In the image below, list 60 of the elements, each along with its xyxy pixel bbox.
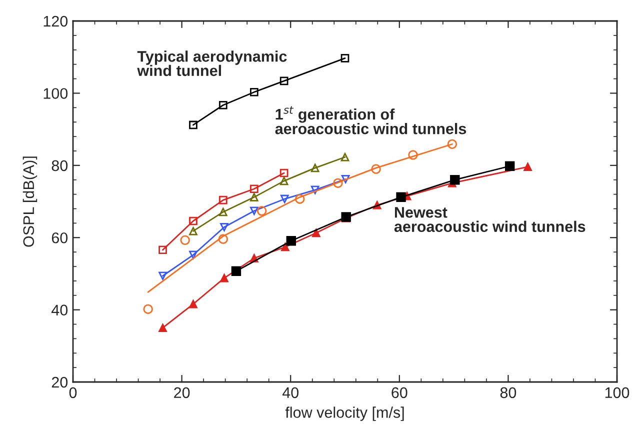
point xyxy=(143,304,153,314)
point xyxy=(250,184,258,194)
point xyxy=(218,234,228,244)
point xyxy=(250,193,258,202)
point xyxy=(158,272,167,280)
point xyxy=(280,76,288,86)
point xyxy=(280,168,288,178)
point xyxy=(340,152,350,162)
annotation: 1$^{st}$ generation of aeroacoustic wind tunnels xyxy=(275,106,466,134)
annotation: Newest aeroacoustic wind tunnels xyxy=(394,207,586,232)
point xyxy=(450,174,460,185)
y-tick-label: 60 xyxy=(52,232,68,244)
x-tick-label: 60 xyxy=(392,387,408,398)
point xyxy=(396,192,406,202)
x-tick-label: 0 xyxy=(69,387,77,398)
point xyxy=(280,194,289,204)
point xyxy=(280,176,288,186)
point xyxy=(189,226,198,236)
point xyxy=(280,242,290,252)
point xyxy=(256,206,267,216)
y-tick-label: 80 xyxy=(52,160,68,172)
point xyxy=(189,300,198,308)
point xyxy=(294,194,305,204)
point xyxy=(250,206,258,216)
y-tick-label: 120 xyxy=(44,16,68,27)
x-tick-label: 40 xyxy=(282,387,298,398)
point xyxy=(524,162,532,172)
point xyxy=(220,274,228,282)
x-tick-label: 20 xyxy=(174,387,190,398)
point xyxy=(340,54,350,62)
point xyxy=(447,139,458,149)
y-tick-label: 40 xyxy=(52,304,68,316)
y-tick-label: 100 xyxy=(44,88,68,99)
point xyxy=(286,236,296,246)
point xyxy=(231,266,242,276)
y-axis-title: OSPL [dB(A)] xyxy=(22,156,38,247)
point xyxy=(158,246,167,254)
x-tick-label: 100 xyxy=(605,387,630,398)
x-axis-title: flow velocity [m/s] xyxy=(285,406,404,421)
point xyxy=(310,186,320,194)
point xyxy=(310,164,320,172)
point xyxy=(504,161,515,171)
point xyxy=(408,150,418,160)
point xyxy=(218,100,228,110)
point xyxy=(189,250,198,260)
point xyxy=(250,88,258,96)
annotation: Typical aerodynamic wind tunnel xyxy=(137,50,287,76)
point xyxy=(189,120,198,130)
point xyxy=(218,196,228,204)
point xyxy=(312,228,320,238)
x-tick-label: 80 xyxy=(500,387,516,398)
y-tick-label: 20 xyxy=(52,376,68,388)
point xyxy=(218,208,228,216)
point xyxy=(371,164,381,174)
point xyxy=(220,222,228,232)
point xyxy=(341,174,350,184)
point xyxy=(189,216,198,226)
point xyxy=(333,178,343,188)
point xyxy=(158,324,167,332)
point xyxy=(180,235,190,245)
